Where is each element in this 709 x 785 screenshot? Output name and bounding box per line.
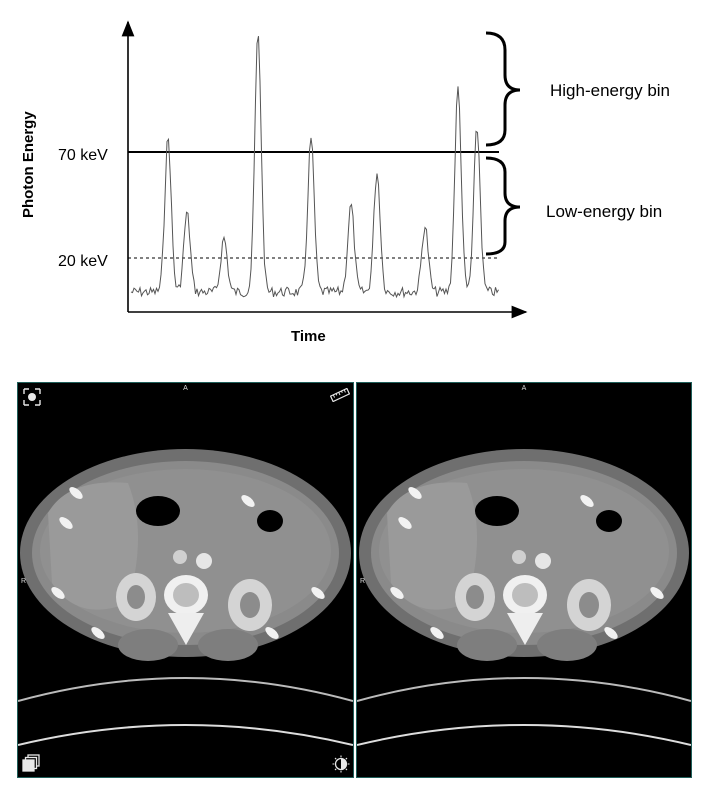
ct-rib — [398, 517, 412, 529]
ct-aorta — [535, 553, 551, 569]
ct-rib — [580, 495, 594, 507]
orientation-top-label: A — [183, 385, 188, 392]
ct-rib — [59, 517, 73, 529]
ct-vena-cava — [512, 550, 526, 564]
ct-paraspinal-muscle — [198, 629, 258, 661]
threshold-low-label: 20 keV — [58, 253, 108, 270]
ct-paraspinal-muscle — [457, 629, 517, 661]
ct-rib — [604, 627, 618, 639]
orientation-left-label: R — [360, 578, 366, 585]
low-bin-brace — [485, 156, 521, 256]
ct-bowel-gas — [475, 496, 519, 526]
ct-spinous-process — [168, 613, 204, 645]
ct-liver — [48, 482, 138, 610]
ct-rib — [650, 587, 664, 599]
x-axis-label: Time — [291, 328, 326, 345]
ct-spinous-process — [507, 613, 543, 645]
ct-rib — [390, 587, 404, 599]
ct-renal-pelvis — [240, 592, 260, 618]
ct-table-arc — [357, 724, 691, 746]
ct-renal-pelvis — [466, 585, 484, 609]
ct-viewer-left[interactable]: A R — [17, 382, 354, 778]
ct-viewer-right[interactable]: A R — [356, 382, 692, 778]
ct-rib — [311, 587, 325, 599]
ct-vertebra-marrow — [173, 583, 199, 607]
ct-bowel-gas — [136, 496, 180, 526]
ct-bowel-gas — [257, 510, 283, 532]
orientation-left-label: R — [21, 578, 27, 585]
ct-table-arc — [18, 724, 353, 746]
ct-aorta — [196, 553, 212, 569]
photon-energy-diagram: Photon Energy Time 70 keV 20 keV High-en… — [20, 20, 670, 345]
ct-renal-pelvis — [127, 585, 145, 609]
ct-rib — [408, 487, 422, 499]
orientation-top-label: A — [521, 385, 527, 392]
ct-rib — [430, 627, 444, 639]
ct-vertebra-marrow — [512, 583, 538, 607]
ct-table-arc — [18, 677, 353, 702]
ct-rib — [265, 627, 279, 639]
ct-paraspinal-muscle — [537, 629, 597, 661]
stack-icon[interactable] — [21, 753, 41, 773]
threshold-high-label: 70 keV — [58, 147, 108, 164]
ct-axial-slice-image — [18, 449, 353, 746]
photon-signal-trace — [130, 35, 499, 299]
ct-rib — [91, 627, 105, 639]
bin-low-label: Low-energy bin — [546, 202, 662, 221]
ct-table-arc — [357, 677, 691, 702]
ct-rib — [51, 587, 65, 599]
y-axis-label: Photon Energy — [20, 111, 37, 218]
contrast-icon[interactable] — [332, 755, 350, 773]
ct-axial-slice-image — [357, 449, 691, 746]
ct-liver — [387, 482, 477, 610]
ct-vena-cava — [173, 550, 187, 564]
ct-paraspinal-muscle — [118, 629, 178, 661]
ct-bowel-gas — [596, 510, 622, 532]
expand-icon[interactable] — [22, 387, 42, 407]
ct-rib — [241, 495, 255, 507]
high-bin-brace — [485, 31, 521, 147]
ct-renal-pelvis — [579, 592, 599, 618]
bin-high-label: High-energy bin — [550, 81, 670, 100]
ruler-icon[interactable] — [330, 388, 350, 402]
ct-rib — [69, 487, 83, 499]
